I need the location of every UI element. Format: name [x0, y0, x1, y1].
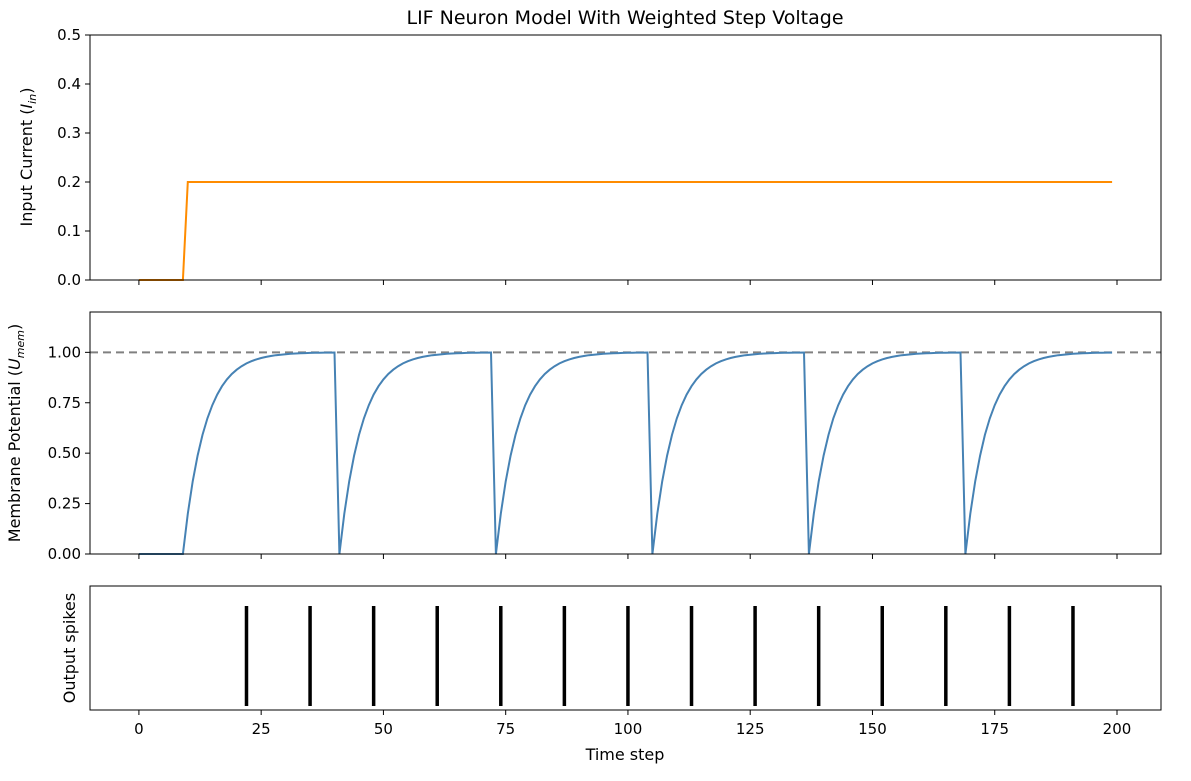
- x-tick-label: 175: [980, 720, 1009, 738]
- input-current-y-axis-label-main: Input Current (: [17, 109, 36, 227]
- figure-title: LIF Neuron Model With Weighted Step Volt…: [406, 7, 843, 29]
- membrane-potential-y-axis-label-var: U: [5, 358, 24, 370]
- input-current-y-tick-label: 0.5: [57, 26, 81, 44]
- x-tick-label: 150: [858, 720, 887, 738]
- membrane-potential-y-tick-label: 0.75: [48, 394, 81, 412]
- output-spikes-axes-frame: [89, 585, 1162, 711]
- membrane-potential-y-tick-label: 0.25: [48, 495, 81, 513]
- membrane-potential-y-axis-label-sub: mem: [14, 330, 27, 358]
- x-tick-label: 100: [614, 720, 643, 738]
- output-spike-raster: [244, 606, 1075, 706]
- membrane-potential-y-ticks: 0.00 0.25 0.50 0.75 1.00: [48, 343, 90, 563]
- input-current-y-axis-label-var: I: [17, 104, 36, 109]
- membrane-potential-series: [138, 351, 1113, 555]
- membrane-potential-x-ticks: [138, 554, 1118, 559]
- input-current-series: [138, 181, 1113, 281]
- x-tick-label: 0: [134, 720, 144, 738]
- x-axis-label: Time step: [585, 745, 665, 764]
- membrane-potential-y-tick-label: 0.00: [48, 545, 81, 563]
- input-current-y-axis-label-sub: in: [26, 94, 39, 104]
- x-tick-label: 125: [736, 720, 765, 738]
- output-spikes-x-ticks: 0 25 50 75 100 125 150 175 200: [134, 710, 1131, 738]
- membrane-potential-y-tick-label: 1.00: [48, 343, 81, 361]
- output-spikes-panel: 0 25 50 75 100 125 150 175 200 Output spikes Tim…: [60, 585, 1162, 764]
- membrane-potential-y-tick-label: 0.50: [48, 444, 81, 462]
- x-tick-label: 50: [374, 720, 393, 738]
- membrane-potential-axes-frame: [89, 311, 1162, 555]
- input-current-y-tick-label: 0.4: [57, 75, 81, 93]
- membrane-potential-y-axis-label-close: ): [5, 324, 24, 330]
- input-current-y-axis-label: Input Current (Iin): [17, 88, 39, 227]
- input-current-y-tick-label: 0.3: [57, 124, 81, 142]
- input-current-y-axis-label-close: ): [17, 88, 36, 94]
- input-current-axes-frame: [89, 34, 1162, 281]
- x-tick-label: 75: [496, 720, 515, 738]
- input-current-y-tick-label: 0.1: [57, 222, 81, 240]
- membrane-potential-panel: 0.00 0.25 0.50 0.75 1.00 Membrane Potential …: [5, 311, 1162, 563]
- membrane-potential-y-axis-label-main: Membrane Potential (: [5, 370, 24, 542]
- x-tick-label: 25: [252, 720, 271, 738]
- output-spikes-y-axis-label: Output spikes: [60, 593, 79, 703]
- input-current-panel: 0.0 0.1 0.2 0.3 0.4 0.5 Input Current (Iin): [17, 26, 1162, 289]
- x-tick-label: 200: [1103, 720, 1132, 738]
- input-current-x-ticks: [138, 280, 1118, 285]
- input-current-y-tick-label: 0.0: [57, 271, 81, 289]
- input-current-y-tick-label: 0.2: [57, 173, 81, 191]
- input-current-y-ticks: 0.0 0.1 0.2 0.3 0.4 0.5: [57, 26, 90, 289]
- membrane-potential-y-axis-label: Membrane Potential (Umem): [5, 324, 27, 542]
